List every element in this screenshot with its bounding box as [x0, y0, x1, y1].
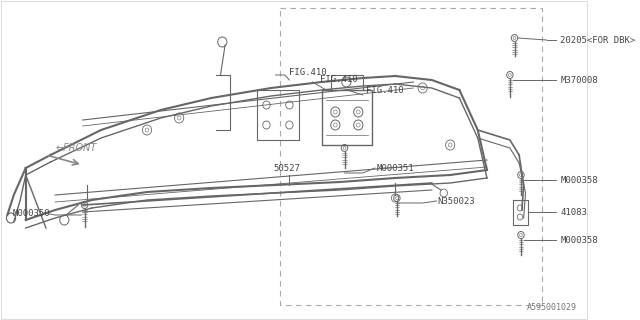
Text: ←FRONT: ←FRONT: [55, 143, 97, 153]
Text: 20205<FOR DBK>: 20205<FOR DBK>: [561, 36, 636, 44]
Text: M370008: M370008: [561, 76, 598, 84]
Text: A595001029: A595001029: [527, 303, 577, 312]
Text: 50527: 50527: [274, 164, 301, 172]
Text: FIG.410: FIG.410: [365, 85, 403, 94]
Text: M000351: M000351: [377, 164, 414, 172]
Text: M000358: M000358: [561, 236, 598, 244]
Text: M000358: M000358: [561, 175, 598, 185]
Text: 41083: 41083: [561, 207, 588, 217]
Text: N350023: N350023: [437, 196, 475, 205]
Text: FIG.410: FIG.410: [320, 75, 357, 84]
Text: M000350: M000350: [13, 209, 51, 218]
Text: FIG.410: FIG.410: [289, 68, 327, 76]
